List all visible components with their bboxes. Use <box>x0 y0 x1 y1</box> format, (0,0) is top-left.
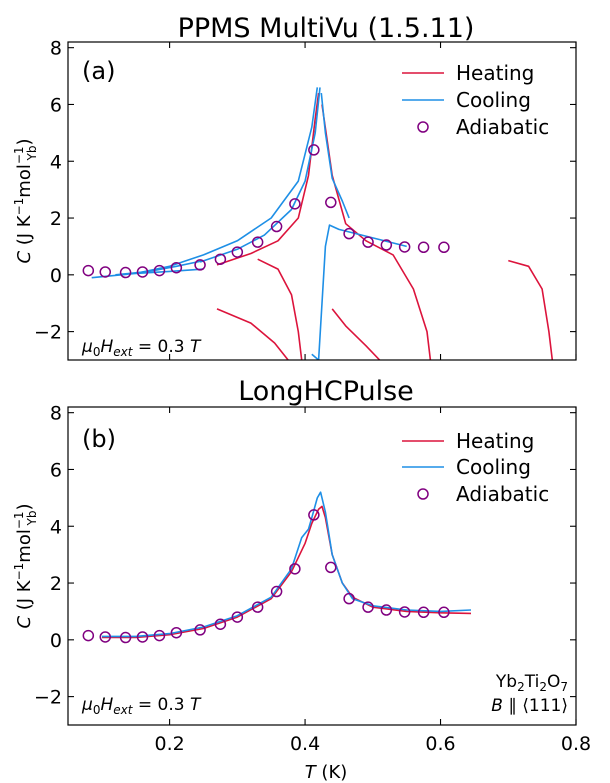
series-line-heating <box>101 505 472 639</box>
panel-b-title: LongHCPulse <box>238 376 414 407</box>
y-tick-label: 4 <box>50 516 62 538</box>
adiabatic-point <box>417 606 430 619</box>
x-axis-label: T (K) <box>305 762 348 783</box>
adiabatic-point <box>82 629 95 642</box>
adiabatic-point <box>289 198 301 210</box>
x-tick-label: 0.6 <box>425 733 455 755</box>
adiabatic-point <box>362 236 374 248</box>
legend-heating-label: Heating <box>456 429 534 453</box>
adiabatic-point <box>380 239 393 251</box>
panel-b-direction-annotation: B ∥ ⟨111⟩ <box>491 696 568 716</box>
adiabatic-point <box>325 561 337 574</box>
adiabatic-point <box>438 606 450 619</box>
legend-cooling-label: Cooling <box>456 88 531 112</box>
panel-a-legend: Heating Cooling Adiabatic <box>402 61 549 139</box>
panel-a-ylabel: C (J K−1mol−1Yb) <box>12 138 39 263</box>
series-line-heating <box>216 92 320 266</box>
adiabatic-point <box>119 266 132 279</box>
plot-a-frame <box>67 41 577 361</box>
adiabatic-point <box>289 563 301 575</box>
x-tick-label: 0.4 <box>290 733 320 755</box>
legend-adiabatic-label: Adiabatic <box>456 482 549 506</box>
adiabatic-point <box>231 246 244 258</box>
legend-heating-label: Heating <box>456 61 534 85</box>
adiabatic-point <box>417 241 430 254</box>
y-tick-label: 2 <box>50 208 62 230</box>
legend-adiabatic-marker <box>417 121 429 133</box>
panel-a: PPMS MultiVu (1.5.11) −2 0 2 4 6 8 (a) Heatin… <box>34 13 577 361</box>
adiabatic-point <box>362 601 374 613</box>
y-tick-label: 8 <box>50 403 62 425</box>
y-tick-label: 8 <box>50 38 62 60</box>
adiabatic-point <box>99 631 112 643</box>
adiabatic-point <box>325 196 337 209</box>
panel-b-compound-annotation: Yb2Ti2O7 <box>495 672 568 694</box>
adiabatic-point <box>231 611 244 623</box>
series-line-heating <box>331 308 381 360</box>
adiabatic-point <box>136 631 149 643</box>
adiabatic-point <box>270 220 283 233</box>
x-tick-label: 0.8 <box>561 733 591 755</box>
adiabatic-point <box>214 253 227 265</box>
panel-b-ylabel: C (J K−1mol−1Yb) <box>12 503 39 628</box>
legend-adiabatic-marker <box>417 488 429 500</box>
y-tick-label: −2 <box>34 687 62 709</box>
y-tick-label: −2 <box>34 322 62 344</box>
series-line-heating <box>508 259 554 360</box>
adiabatic-point <box>251 601 264 613</box>
series-line-cooling <box>320 93 350 219</box>
series-line-cooling <box>199 87 321 263</box>
panel-a-label: (a) <box>82 57 115 85</box>
y-tick-label: 2 <box>50 573 62 595</box>
series-line-heating <box>257 258 303 360</box>
series-line-cooling <box>101 491 472 638</box>
series-line-cooling <box>115 259 204 276</box>
adiabatic-point <box>214 618 227 630</box>
adiabatic-point <box>308 144 320 156</box>
panel-b-label: (b) <box>82 425 116 453</box>
adiabatic-point <box>119 631 132 644</box>
y-tick-label: 6 <box>50 459 62 481</box>
adiabatic-point <box>194 259 206 271</box>
panel-b: LongHCPulse −2 0 2 4 6 8 0.2 0.4 0.6 0.8 (b) Heat… <box>34 376 591 755</box>
adiabatic-point <box>99 266 112 278</box>
adiabatic-point <box>170 261 183 274</box>
series-line-cooling <box>91 87 319 279</box>
y-tick-label: 6 <box>50 94 62 116</box>
adiabatic-point <box>251 236 264 248</box>
plot-b-frame <box>67 406 577 726</box>
y-tick-label: 4 <box>50 151 62 173</box>
panel-a-title: PPMS MultiVu (1.5.11) <box>178 13 475 44</box>
adiabatic-point <box>343 227 355 240</box>
adiabatic-point <box>438 241 450 254</box>
series-line-cooling <box>311 224 407 360</box>
series-group <box>82 87 554 360</box>
adiabatic-point <box>380 604 393 616</box>
plot-a: −2 0 2 4 6 8 <box>34 38 577 360</box>
y-tick-label: 0 <box>50 265 62 287</box>
plot-b: −2 0 2 4 6 8 0.2 0.4 0.6 0.8 <box>34 403 591 755</box>
adiabatic-point <box>170 626 183 639</box>
adiabatic-point <box>308 509 320 521</box>
panel-b-legend: Heating Cooling Adiabatic <box>402 429 549 506</box>
adiabatic-point <box>153 264 166 277</box>
y-tick-label: 0 <box>50 630 62 652</box>
adiabatic-point <box>398 241 411 253</box>
panel-b-field-annotation: μ0Hext = 0.3 T <box>81 695 202 717</box>
adiabatic-point <box>343 592 355 605</box>
series-line-heating <box>321 104 432 360</box>
panel-a-field-annotation: μ0Hext = 0.3 T <box>81 337 202 359</box>
series-group <box>82 491 472 644</box>
adiabatic-point <box>153 629 166 642</box>
adiabatic-point <box>194 624 206 636</box>
adiabatic-point <box>270 585 283 598</box>
x-tick-label: 0.2 <box>154 733 184 755</box>
adiabatic-point <box>398 606 411 618</box>
series-line-heating <box>216 308 289 360</box>
adiabatic-point <box>82 264 95 277</box>
adiabatic-point <box>136 266 149 278</box>
legend-adiabatic-label: Adiabatic <box>456 115 549 139</box>
legend-cooling-label: Cooling <box>456 455 531 479</box>
